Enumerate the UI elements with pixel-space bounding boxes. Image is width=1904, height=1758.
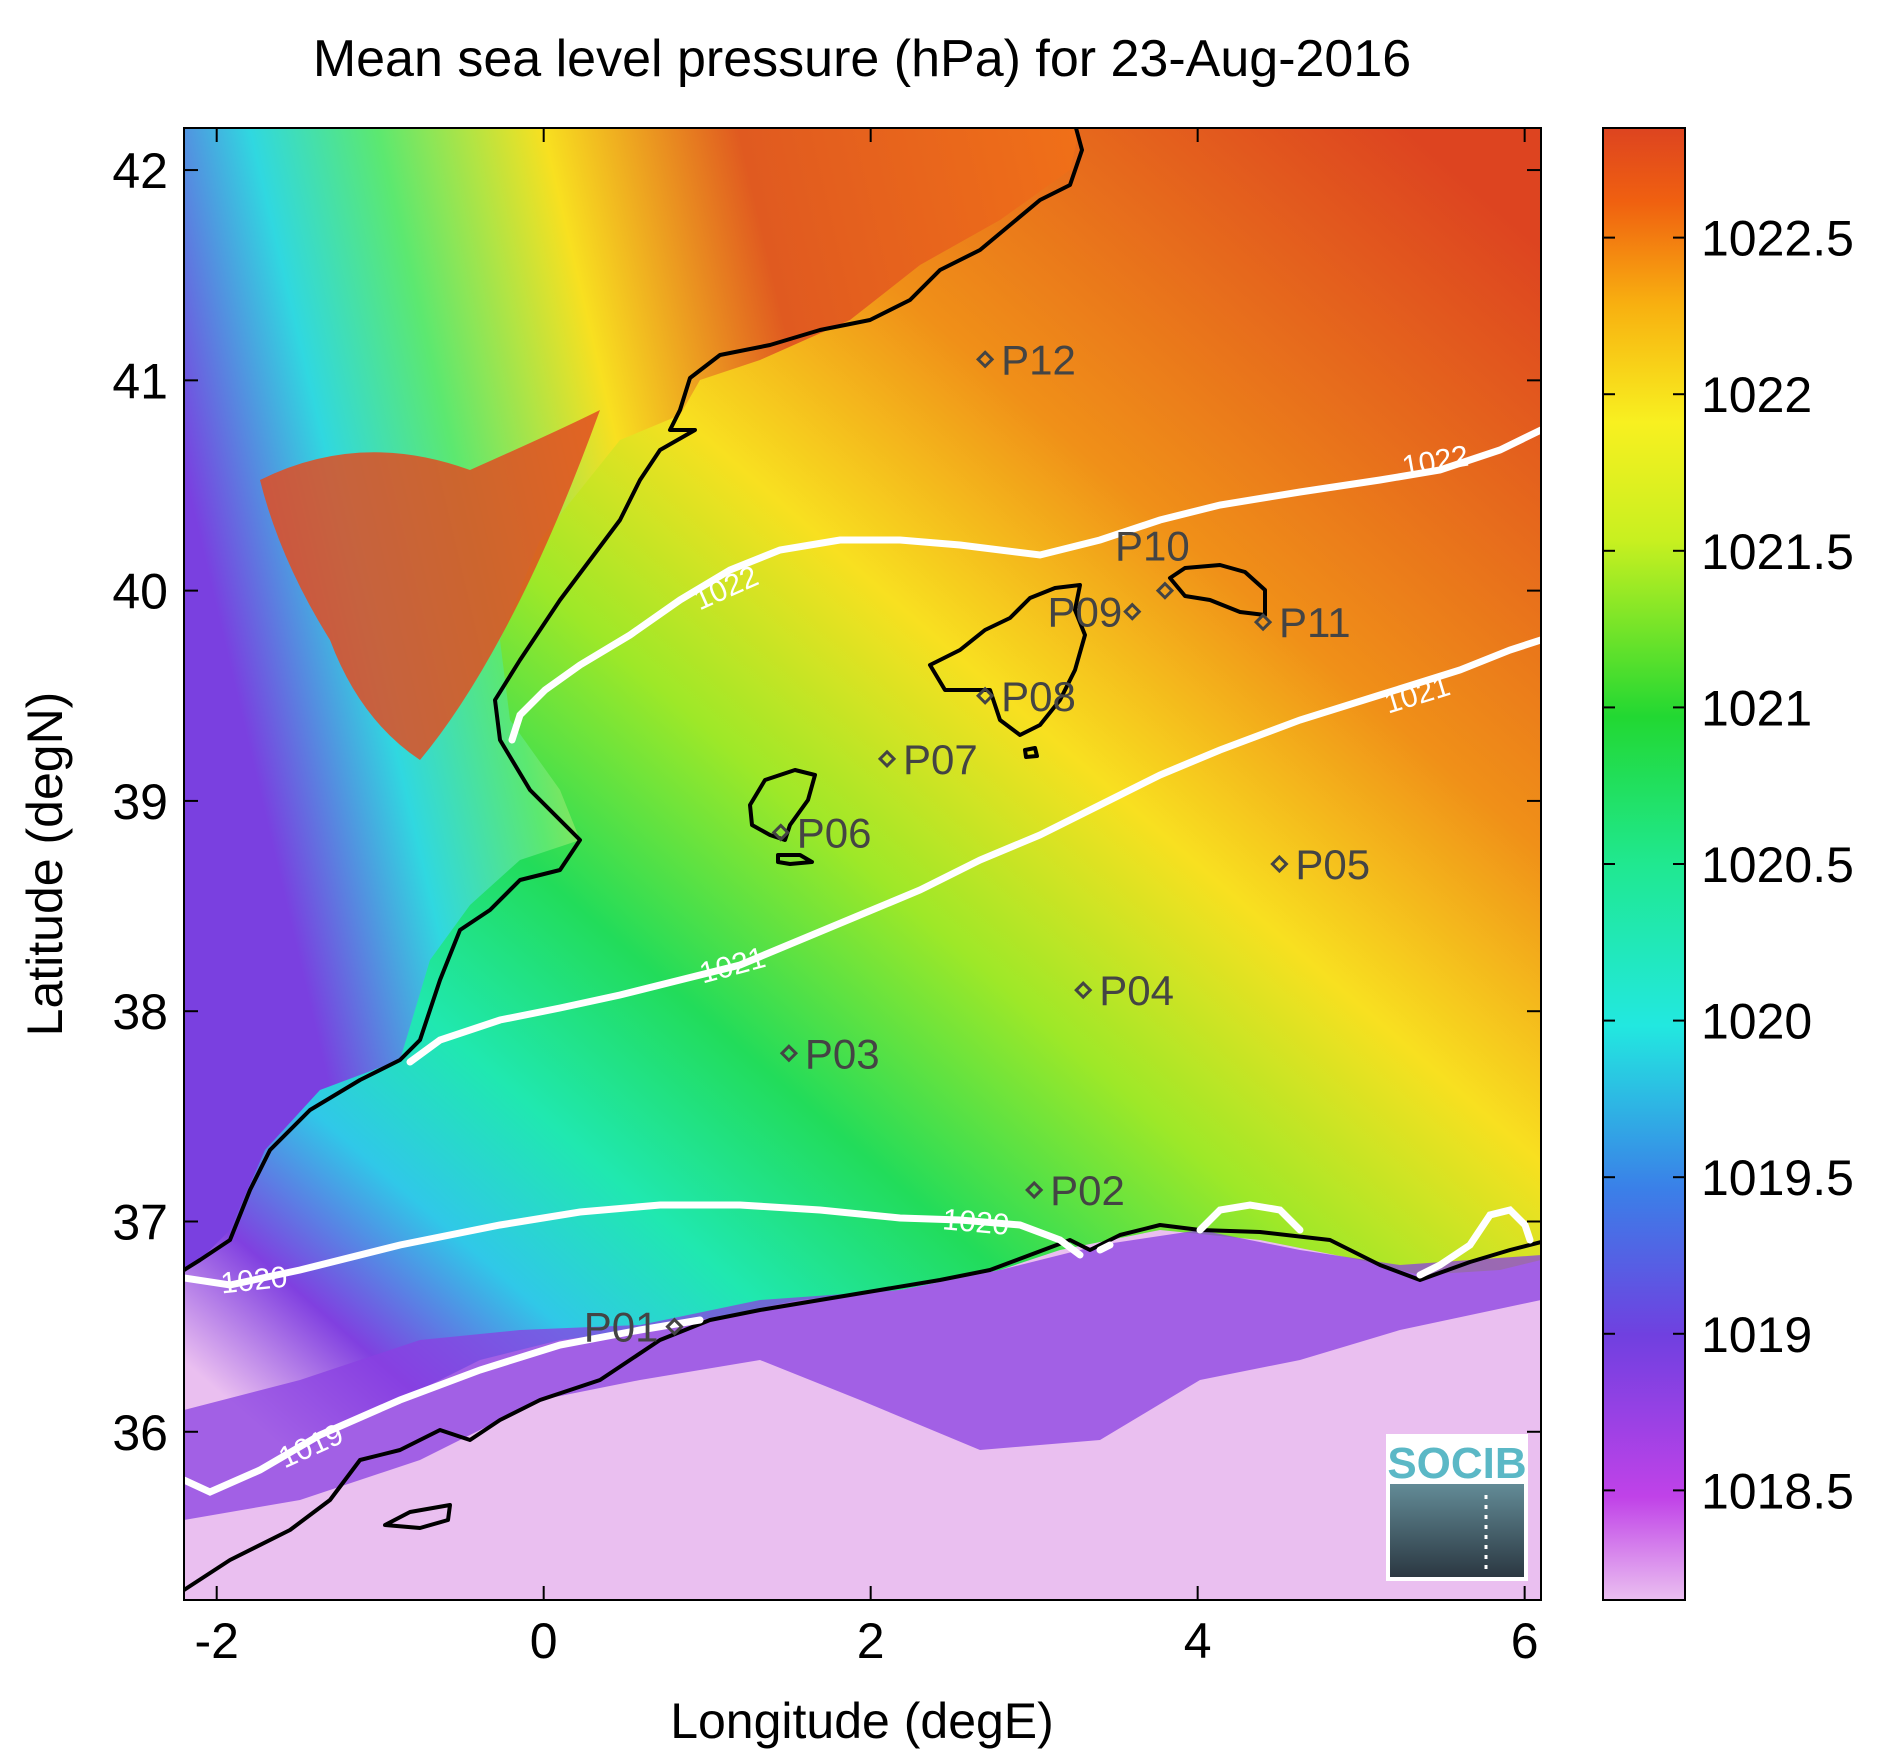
- station-label: P03: [805, 1030, 880, 1077]
- station-marker: [1253, 613, 1273, 632]
- station-label: P02: [1050, 1167, 1125, 1214]
- station-label: P07: [903, 736, 978, 783]
- station-label: P12: [1001, 336, 1076, 383]
- colorbar-tick-label: 1018.5: [1701, 1463, 1854, 1519]
- y-tick-label: 39: [112, 774, 168, 830]
- station-label: P01: [584, 1304, 659, 1351]
- x-tick-label: -2: [194, 1613, 238, 1669]
- low-pressure-band: [184, 1230, 1541, 1520]
- y-tick-label: 42: [112, 143, 168, 199]
- socib-logo: SOCIB: [1386, 1434, 1528, 1581]
- colorbar-tick-label: 1021.5: [1701, 524, 1854, 580]
- x-tick-label: 0: [530, 1613, 558, 1669]
- iberia-land-field: [184, 128, 1080, 1270]
- y-tick-label: 37: [112, 1194, 168, 1250]
- station-marker: [975, 350, 995, 369]
- isobar-1020-label-2: 1020: [941, 1203, 1010, 1242]
- station-marker: [771, 823, 790, 842]
- station-marker: [1123, 602, 1142, 621]
- colorbar-tick-label: 1020.5: [1701, 837, 1854, 893]
- y-axis-label: Latitude (degN): [17, 692, 73, 1037]
- station-label: P08: [1001, 673, 1076, 720]
- y-tick-label: 38: [112, 984, 168, 1040]
- station-marker: [877, 749, 897, 768]
- isobars: [184, 426, 1541, 1496]
- colorbar-tick-label: 1019.5: [1701, 1150, 1854, 1206]
- station-marker: [665, 1317, 684, 1336]
- high-pressure-patch: [260, 410, 600, 760]
- y-axis: 36 37 38 39 40 41 42: [112, 143, 1541, 1461]
- chart-title: Mean sea level pressure (hPa) for 23-Aug…: [313, 30, 1411, 88]
- station-label: P05: [1295, 841, 1370, 888]
- x-tick-label: 2: [857, 1613, 885, 1669]
- x-tick-label: 4: [1184, 1613, 1212, 1669]
- station-label: P11: [1279, 599, 1351, 646]
- colorbar-tick-label: 1022: [1701, 367, 1812, 423]
- station-marker: [975, 686, 995, 705]
- station-markers: P01 P02 P03 P04 P05 P06 P07 P08 P09 P10 P11 P12: [584, 336, 1370, 1350]
- station-marker: [1270, 854, 1289, 874]
- colorbar-tick-label: 1019: [1701, 1307, 1812, 1363]
- isobar-1020-line: [184, 1201, 1534, 1289]
- station-label: P06: [797, 809, 872, 856]
- x-tick-label: 6: [1511, 1613, 1539, 1669]
- plot-frame: [183, 127, 1542, 1601]
- station-marker: [779, 1044, 799, 1063]
- x-axis-label: Longitude (degE): [670, 1693, 1054, 1749]
- station-label: P10: [1115, 523, 1190, 570]
- station-marker: [1074, 981, 1093, 1000]
- isobar-labels: 1019 1020 1020 1021 1021 1022 1022: [219, 440, 1471, 1475]
- x-axis: -2 0 2 4 6: [194, 128, 1539, 1669]
- isobar-1022-line: [508, 426, 1541, 744]
- station-label: P09: [1048, 589, 1123, 636]
- colorbar-tick-label: 1021: [1701, 680, 1812, 736]
- colorbar-ticks: 1018.5 1019 1019.5 1020 1020.5 1021 1021.5 1022…: [1603, 211, 1854, 1519]
- y-tick-label: 40: [112, 564, 168, 620]
- isobar-1021-line: [406, 636, 1541, 1066]
- y-tick-label: 41: [112, 353, 168, 409]
- isobar-1019-line: [184, 1316, 704, 1496]
- colorbar: [1602, 127, 1686, 1601]
- socib-logo-text: SOCIB: [1387, 1439, 1526, 1488]
- station-label: P04: [1099, 967, 1174, 1014]
- station-marker: [1025, 1180, 1044, 1200]
- station-marker: [1155, 581, 1175, 600]
- isobar-1020-label: 1020: [219, 1261, 289, 1301]
- colorbar-tick-label: 1020: [1701, 994, 1812, 1050]
- y-tick-label: 36: [112, 1405, 168, 1461]
- colorbar-tick-label: 1022.5: [1701, 211, 1854, 267]
- map-plot-area: 1019 1020 1020 1021 1021 1022 1022 P01P0…: [184, 128, 1541, 1600]
